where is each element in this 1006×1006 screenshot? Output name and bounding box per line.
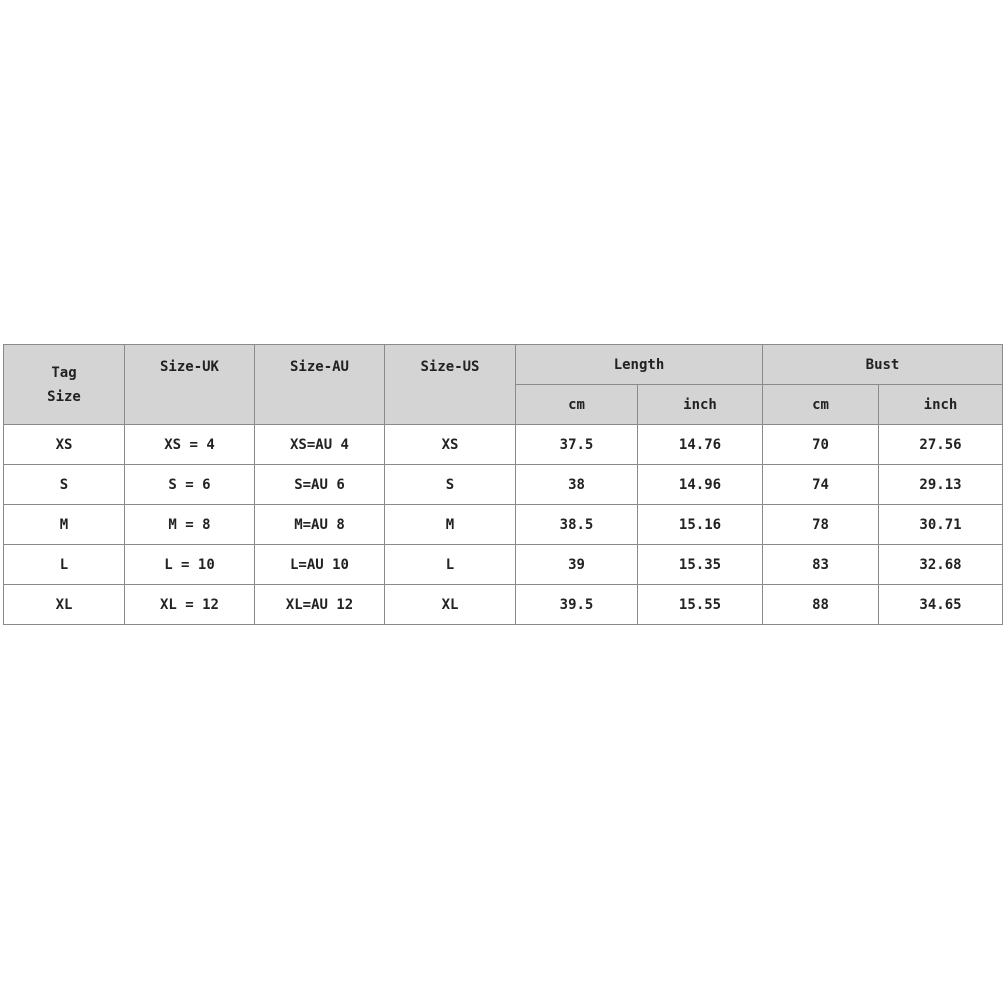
cell-size-us: L (384, 544, 516, 585)
cell-length-cm: 39.5 (515, 584, 638, 625)
cell-bust-inch: 32.68 (878, 544, 1003, 585)
cell-bust-inch: 29.13 (878, 464, 1003, 505)
header-bust: Bust (762, 344, 1003, 385)
cell-bust-inch: 34.65 (878, 584, 1003, 625)
header-length: Length (515, 344, 763, 385)
cell-bust-inch: 27.56 (878, 424, 1003, 465)
cell-tag-size: S (3, 464, 125, 505)
cell-length-inch: 15.16 (637, 504, 763, 545)
cell-size-us: S (384, 464, 516, 505)
cell-length-inch: 14.76 (637, 424, 763, 465)
cell-bust-cm: 78 (762, 504, 879, 545)
cell-size-uk: XL = 12 (124, 584, 255, 625)
cell-bust-inch: 30.71 (878, 504, 1003, 545)
header-length-cm: cm (515, 384, 638, 425)
cell-bust-cm: 74 (762, 464, 879, 505)
header-bust-inch: inch (878, 384, 1003, 425)
cell-tag-size: XS (3, 424, 125, 465)
cell-tag-size: XL (3, 584, 125, 625)
cell-length-inch: 14.96 (637, 464, 763, 505)
cell-tag-size: L (3, 544, 125, 585)
cell-size-au: XS=AU 4 (254, 424, 385, 465)
cell-length-cm: 39 (515, 544, 638, 585)
cell-size-au: M=AU 8 (254, 504, 385, 545)
cell-length-cm: 38.5 (515, 504, 638, 545)
cell-bust-cm: 88 (762, 584, 879, 625)
cell-size-au: XL=AU 12 (254, 584, 385, 625)
cell-size-us: XS (384, 424, 516, 465)
cell-size-us: XL (384, 584, 516, 625)
header-size-uk: Size-UK (124, 344, 255, 425)
cell-size-au: S=AU 6 (254, 464, 385, 505)
header-tag-label: Tag (51, 364, 77, 381)
size-chart-table: Tag Size Size-UK Size-AU Size-US Length … (3, 344, 1003, 625)
header-size-label: Size (47, 388, 81, 405)
table-row: XS XS = 4 XS=AU 4 XS 37.5 14.76 70 27.56 (3, 424, 1003, 465)
header-length-inch: inch (637, 384, 763, 425)
cell-length-inch: 15.35 (637, 544, 763, 585)
header-bust-cm: cm (762, 384, 879, 425)
cell-size-uk: L = 10 (124, 544, 255, 585)
cell-length-cm: 38 (515, 464, 638, 505)
header-size-au: Size-AU (254, 344, 385, 425)
cell-tag-size: M (3, 504, 125, 545)
cell-bust-cm: 83 (762, 544, 879, 585)
table-row: XL XL = 12 XL=AU 12 XL 39.5 15.55 88 34.65 (3, 584, 1003, 625)
cell-size-us: M (384, 504, 516, 545)
cell-length-inch: 15.55 (637, 584, 763, 625)
cell-size-uk: M = 8 (124, 504, 255, 545)
cell-length-cm: 37.5 (515, 424, 638, 465)
cell-size-uk: S = 6 (124, 464, 255, 505)
cell-size-au: L=AU 10 (254, 544, 385, 585)
cell-bust-cm: 70 (762, 424, 879, 465)
cell-size-uk: XS = 4 (124, 424, 255, 465)
header-size-us: Size-US (384, 344, 516, 425)
header-tag-size: Tag Size (3, 344, 125, 425)
